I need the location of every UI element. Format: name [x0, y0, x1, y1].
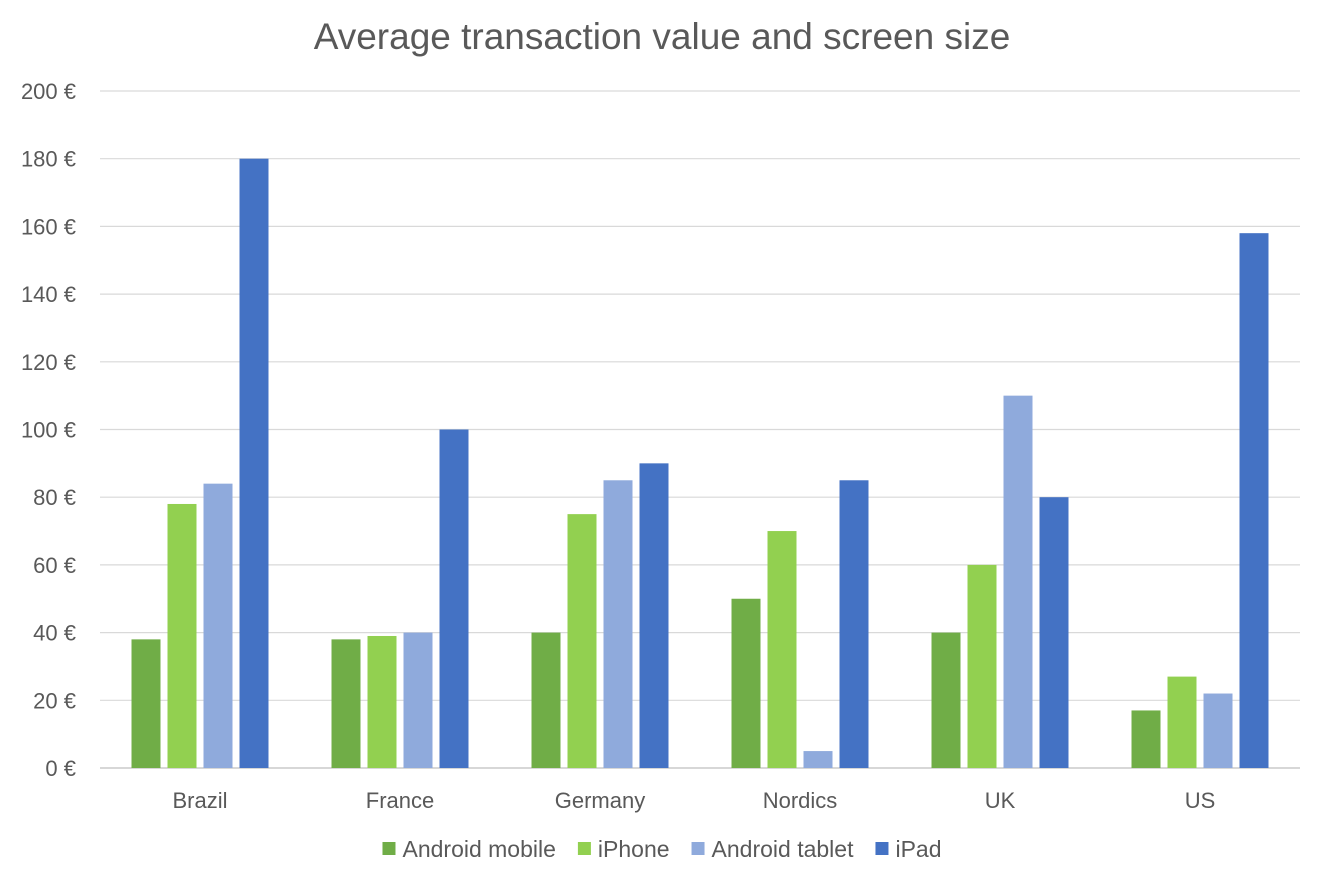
bar: [531, 632, 561, 768]
bar: [931, 632, 961, 768]
chart-title: Average transaction value and screen siz…: [313, 16, 1011, 57]
bar: [367, 635, 397, 768]
x-tick-label: Germany: [555, 788, 645, 813]
y-tick-label: 20 €: [33, 688, 76, 713]
bar: [1039, 497, 1069, 768]
bar: [403, 632, 433, 768]
legend-label: Android mobile: [402, 836, 555, 862]
legend: Android mobile iPhone Android tablet iPad: [382, 836, 942, 862]
bar: [639, 463, 669, 768]
gridlines: [100, 90, 1300, 769]
y-tick-label: 60 €: [33, 553, 76, 578]
bar: [331, 639, 361, 768]
y-tick-label: 40 €: [33, 621, 76, 646]
bar: [803, 751, 833, 768]
x-tick-label: UK: [985, 788, 1016, 813]
x-tick-label: US: [1185, 788, 1216, 813]
y-tick-label: 180 €: [21, 147, 76, 172]
y-tick-label: 0 €: [45, 756, 76, 781]
bar: [239, 158, 269, 768]
bar: [603, 480, 633, 768]
bar: [1131, 710, 1161, 768]
y-axis-tick-labels: 0 € 20 € 40 € 60 € 80 € 100 € 120 € 140 € 160 € 1…: [21, 79, 76, 781]
x-tick-label: France: [366, 788, 434, 813]
bar: [1003, 395, 1033, 768]
x-axis-tick-labels: Brazil France Germany Nordics UK US: [172, 788, 1215, 813]
y-tick-label: 200 €: [21, 79, 76, 104]
bar: [567, 514, 597, 768]
x-tick-label: Brazil: [172, 788, 227, 813]
bar: [1203, 693, 1233, 768]
y-tick-label: 80 €: [33, 485, 76, 510]
bars: [131, 158, 1269, 769]
legend-label: iPhone: [598, 836, 670, 862]
bar: [839, 480, 869, 768]
y-tick-label: 140 €: [21, 282, 76, 307]
bar: [967, 564, 997, 768]
legend-swatch: [875, 842, 889, 855]
bar: [439, 429, 469, 768]
legend-label: Android tablet: [712, 836, 855, 862]
legend-swatch: [382, 842, 396, 855]
bar: [167, 503, 197, 768]
bar: [767, 531, 797, 768]
bar: [1239, 233, 1269, 769]
bar: [1167, 676, 1197, 768]
y-tick-label: 100 €: [21, 418, 76, 443]
legend-label: iPad: [895, 836, 941, 862]
y-tick-label: 120 €: [21, 350, 76, 375]
legend-swatch: [577, 842, 591, 855]
y-tick-label: 160 €: [21, 214, 76, 239]
x-tick-label: Nordics: [763, 788, 838, 813]
bar: [131, 639, 161, 768]
bar: [731, 598, 761, 768]
legend-swatch: [691, 842, 705, 855]
bar: [203, 483, 233, 768]
